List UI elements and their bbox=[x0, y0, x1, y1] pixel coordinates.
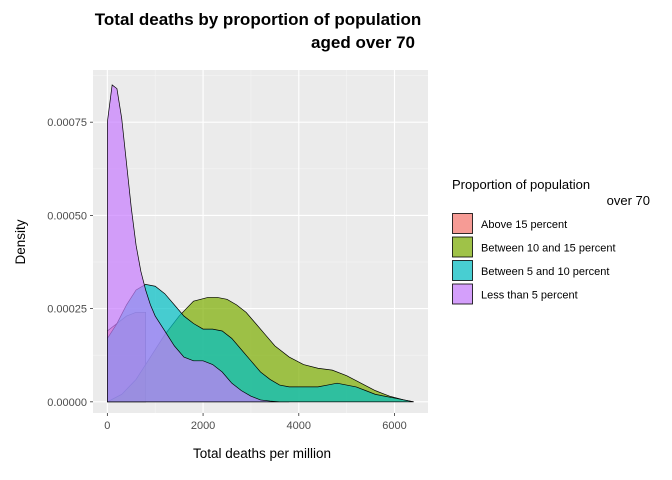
legend-swatch bbox=[452, 213, 473, 234]
legend-label: Less than 5 percent bbox=[481, 290, 578, 302]
y-tick-label: 0.00025 bbox=[47, 304, 87, 316]
x-axis-ticks: 0 2000 4000 6000 bbox=[104, 413, 407, 432]
legend-title-line-1: Proportion of population bbox=[452, 177, 590, 192]
legend: Proportion of population over 70 Above 1… bbox=[452, 177, 650, 305]
x-axis-title: Total deaths per million bbox=[193, 446, 331, 461]
y-axis-title: Density bbox=[13, 219, 28, 264]
chart-title-line-1: Total deaths by proportion of population bbox=[95, 10, 421, 29]
legend-title-line-2: over 70 bbox=[607, 193, 650, 208]
density-areas bbox=[107, 84, 414, 403]
y-tick-label: 0.00050 bbox=[47, 210, 87, 222]
legend-label: Between 10 and 15 percent bbox=[481, 243, 616, 255]
legend-items: Above 15 percent Between 10 and 15 percen… bbox=[452, 213, 616, 305]
legend-label: Between 5 and 10 percent bbox=[481, 266, 609, 278]
x-tick-label: 2000 bbox=[191, 420, 215, 432]
legend-swatch bbox=[452, 283, 473, 305]
legend-label: Above 15 percent bbox=[481, 219, 567, 231]
legend-swatch bbox=[452, 236, 473, 258]
legend-swatch bbox=[452, 260, 473, 281]
density-area-4 bbox=[107, 84, 290, 403]
y-tick-label: 0.00075 bbox=[47, 117, 87, 129]
chart-title-line-2: aged over 70 bbox=[311, 33, 415, 52]
y-tick-label: 0.00000 bbox=[47, 397, 87, 409]
x-tick-label: 6000 bbox=[382, 420, 406, 432]
x-tick-label: 0 bbox=[104, 420, 110, 432]
y-axis-ticks: 0.00000 0.00025 0.00050 0.00075 bbox=[47, 117, 93, 409]
x-tick-label: 4000 bbox=[287, 420, 311, 432]
